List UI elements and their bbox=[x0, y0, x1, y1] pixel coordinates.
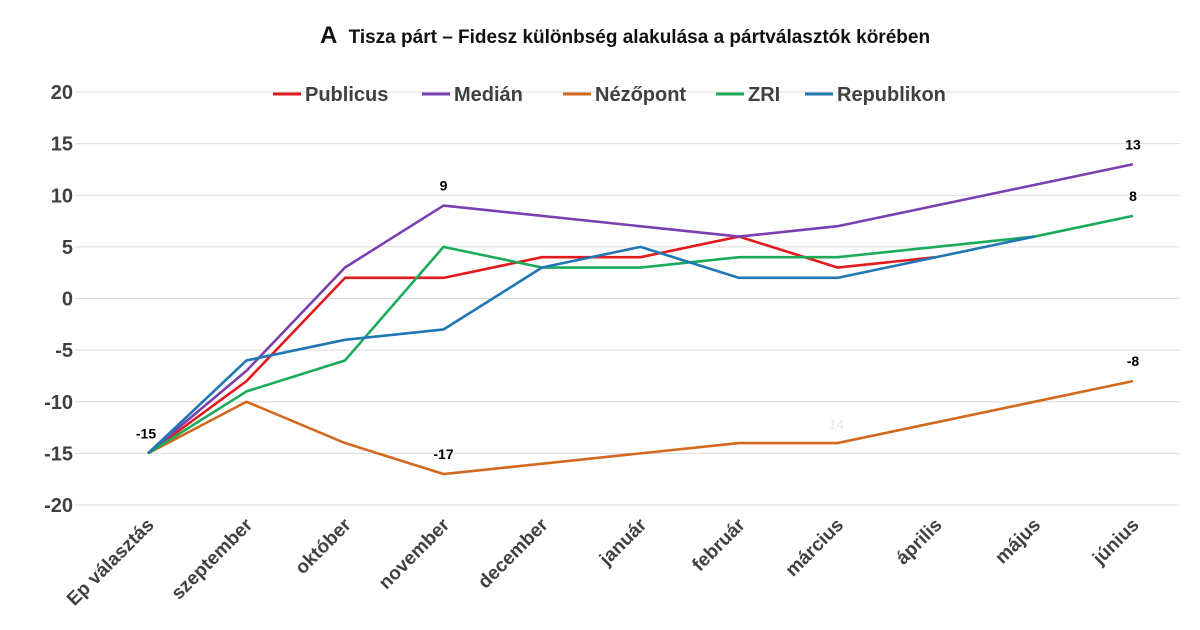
series-line-nezopont bbox=[147, 379, 1134, 476]
series-line-zri bbox=[147, 214, 1134, 455]
y-tick-label: -15 bbox=[44, 443, 73, 465]
y-tick-label: 5 bbox=[62, 237, 73, 259]
x-tick-label: szeptember bbox=[168, 514, 258, 604]
x-tick-label: június bbox=[1088, 515, 1143, 570]
x-tick-label: november bbox=[375, 514, 454, 593]
data-label: 8 bbox=[1129, 188, 1137, 204]
data-label: -15 bbox=[136, 425, 156, 441]
x-tick-label: március bbox=[782, 515, 848, 581]
data-label: 9 bbox=[440, 178, 448, 194]
y-tick-label: 20 bbox=[51, 82, 73, 104]
data-label: -8 bbox=[1127, 353, 1140, 369]
x-tick-label: április bbox=[892, 515, 946, 569]
x-tick-label: január bbox=[595, 514, 651, 570]
y-tick-label: -5 bbox=[55, 340, 73, 362]
chart-title: A Tisza párt – Fidesz különbség alakulás… bbox=[320, 22, 930, 49]
series-line-median bbox=[147, 163, 1134, 455]
series-line-publicus bbox=[147, 235, 937, 455]
y-tick-label: 15 bbox=[51, 134, 73, 156]
legend: Publicus Medián Nézőpont ZRI Republikon bbox=[273, 84, 946, 106]
x-tick-label: február bbox=[688, 514, 750, 576]
data-label: 13 bbox=[1125, 136, 1141, 152]
y-tick-label: 0 bbox=[62, 289, 73, 311]
x-tick-label: Ep választás bbox=[63, 515, 159, 611]
series-line-republikon bbox=[147, 235, 1035, 455]
x-tick-label: december bbox=[474, 514, 553, 593]
legend-label-zri: ZRI bbox=[748, 84, 780, 106]
series-lines bbox=[147, 163, 1134, 476]
data-label: 14 bbox=[829, 417, 843, 432]
y-axis: 20 15 10 5 0 -5 -10 -15 -20 bbox=[44, 82, 73, 517]
y-tick-label: -20 bbox=[44, 495, 73, 517]
y-tick-label: -10 bbox=[44, 392, 73, 414]
x-axis: Ep választás szeptember október november dec… bbox=[63, 514, 1144, 610]
legend-label-republikon: Republikon bbox=[837, 84, 946, 106]
chart-title-text: Tisza párt – Fidesz különbség alakulása … bbox=[349, 27, 931, 48]
gridlines bbox=[75, 91, 1180, 506]
data-label: -17 bbox=[433, 446, 453, 462]
data-labels: -15 9 -17 13 8 -8 14 bbox=[136, 136, 1141, 462]
x-tick-label: május bbox=[991, 515, 1045, 569]
y-tick-label: 10 bbox=[51, 185, 73, 207]
legend-label-median: Medián bbox=[454, 84, 523, 106]
chart-title-prefix: A bbox=[320, 22, 337, 49]
legend-label-nezopont: Nézőpont bbox=[595, 84, 686, 106]
x-tick-label: október bbox=[291, 514, 356, 579]
legend-label-publicus: Publicus bbox=[305, 84, 388, 106]
